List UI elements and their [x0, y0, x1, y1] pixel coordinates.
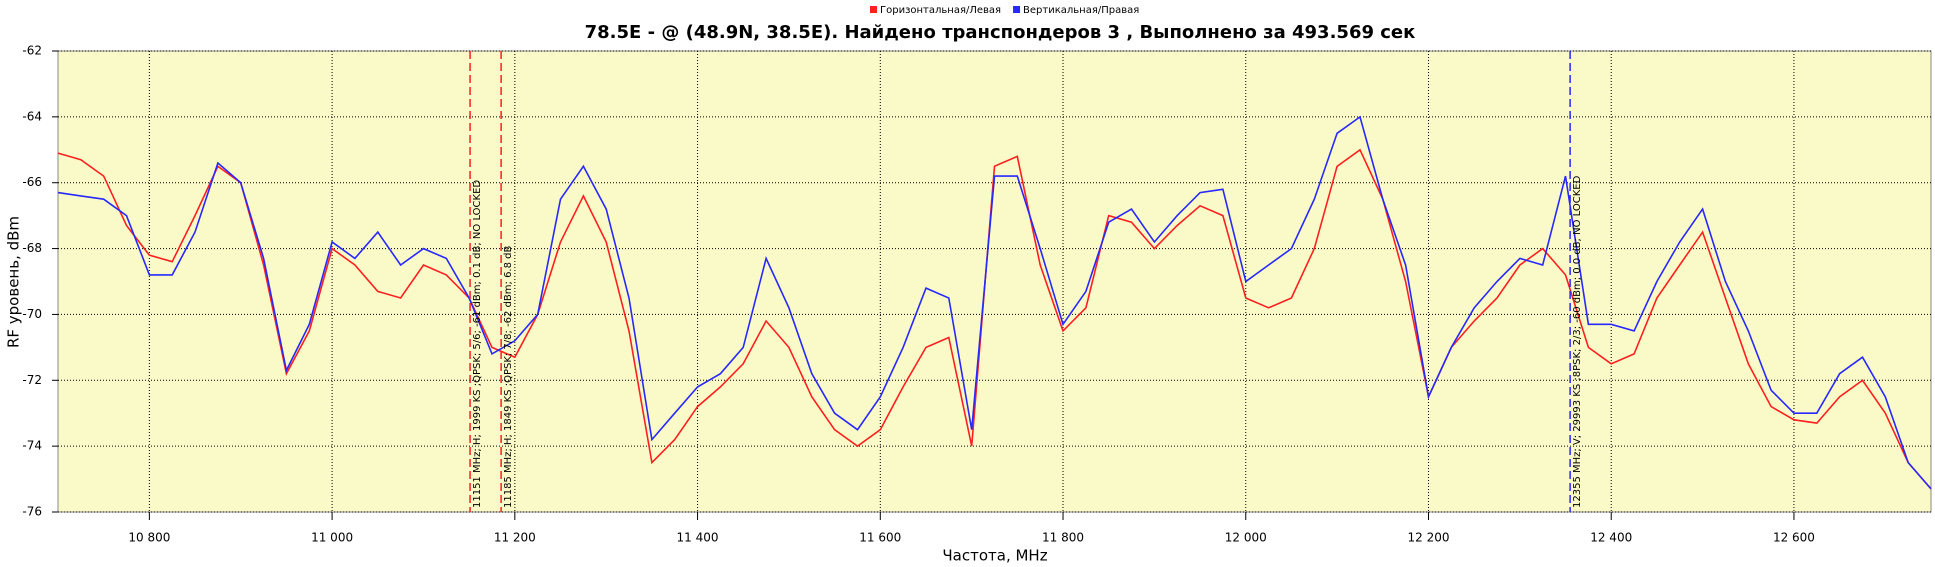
chart-title: 78.5E - @ (48.9N, 38.5E). Найдено трансп…	[585, 22, 1416, 43]
series-line	[57, 148, 1932, 490]
x-tick-label: 10 800	[128, 531, 170, 545]
x-tick-label: 12 600	[1773, 531, 1815, 545]
y-tick-label: -72	[22, 373, 42, 387]
marker-label: 11151 MHz; H; 1999 KS ;QPSK; 5/6; -61 dB…	[472, 180, 483, 508]
legend-swatch	[870, 6, 877, 13]
legend: Горизонтальная/Левая Вертикальная/Правая	[870, 5, 1139, 16]
y-axis-title: RF уровень, dBm	[5, 216, 23, 348]
y-tick-label: -74	[22, 439, 42, 453]
y-tick-label: -76	[22, 505, 42, 519]
x-tick-label: 11 600	[859, 531, 901, 545]
x-tick-label: 11 000	[311, 531, 353, 545]
marker-label: 12355 MHz; V; 29993 KS ;8PSK; 2/3; -60 d…	[1572, 175, 1583, 508]
series-line	[57, 115, 1932, 490]
y-tick-label: -68	[22, 241, 42, 255]
x-tick-label: 12 000	[1225, 531, 1267, 545]
marker-label: 11185 MHz; H; 1849 KS ;QPSK; 7/8; -62 dB…	[503, 245, 514, 508]
x-tick-label: 11 800	[1042, 531, 1084, 545]
y-tick-label: -62	[22, 44, 42, 58]
x-tick-label: 12 200	[1407, 531, 1449, 545]
x-tick-label: 12 400	[1590, 531, 1632, 545]
x-tick-label: 11 400	[677, 531, 719, 545]
x-tick-label: 11 200	[494, 531, 536, 545]
legend-swatch	[1013, 6, 1021, 13]
y-tick-label: -64	[22, 109, 42, 123]
x-axis-title: Частота, MHz	[942, 547, 1047, 565]
legend-label: Вертикальная/Правая	[1023, 5, 1139, 16]
plot-area	[57, 50, 1932, 513]
legend-label: Горизонтальная/Левая	[880, 5, 1001, 16]
y-tick-label: -66	[22, 175, 42, 189]
y-tick-label: -70	[22, 307, 42, 321]
